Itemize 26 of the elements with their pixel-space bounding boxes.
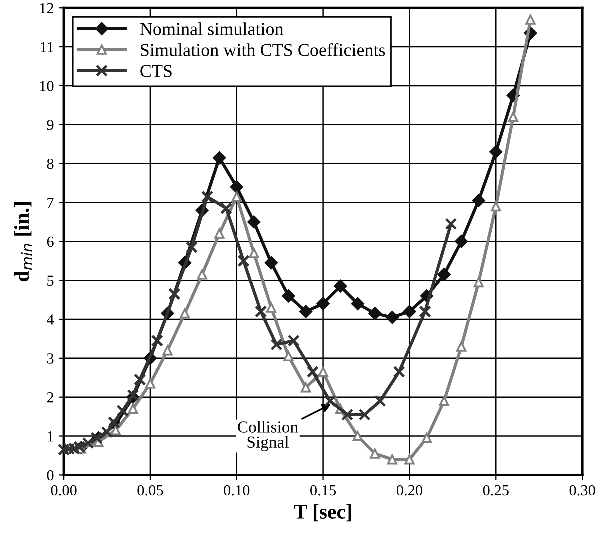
y-tick-label: 5 xyxy=(48,276,54,286)
y-tick-label: 12 xyxy=(40,3,54,14)
legend-label: Simulation with CTS Coefficients xyxy=(141,43,386,56)
annotation: Collision Signal xyxy=(238,421,298,452)
x-tick-label: 0.05 xyxy=(138,485,164,496)
x-axis-title: T [sec] xyxy=(294,504,352,522)
y-axis-title: d$_{min}$ [in.] xyxy=(14,202,32,282)
y-tick-label: 9 xyxy=(47,120,54,130)
x-tick-label: 0.00 xyxy=(51,485,77,496)
y-tick-label: 11 xyxy=(40,42,54,52)
y-tick-label: 10 xyxy=(40,81,54,92)
y-tick-label: 3 xyxy=(47,354,54,364)
y-tick-label: 4 xyxy=(46,314,54,325)
x-tick-label: 0.10 xyxy=(224,485,250,496)
y-tick-label: 7 xyxy=(48,198,54,208)
x-tick-label: 0.30 xyxy=(570,485,596,496)
y-tick-label: 1 xyxy=(48,431,54,442)
x-tick-label: 0.15 xyxy=(310,485,336,496)
y-tick-label: 8 xyxy=(47,158,54,170)
x-tick-label: 0.25 xyxy=(483,485,509,496)
y-tick-label: 2 xyxy=(47,392,54,403)
legend-label: CTS xyxy=(140,65,172,78)
x-tick-label: 0.20 xyxy=(396,485,422,496)
y-tick-label: 0 xyxy=(47,470,54,481)
legend-label: Nominal simulation xyxy=(140,22,284,36)
y-tick-label: 6 xyxy=(47,236,54,248)
